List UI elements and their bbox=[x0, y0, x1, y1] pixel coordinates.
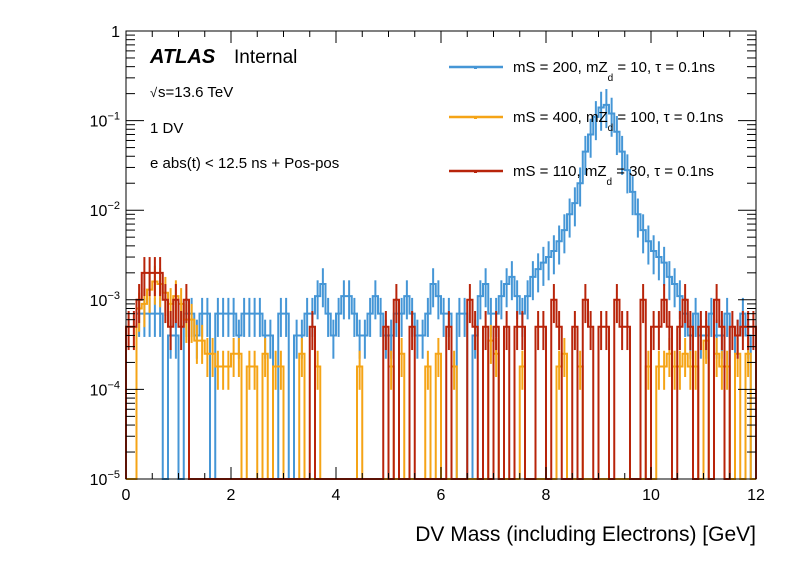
legend-entry: mS = 110, mZd = 30, τ = 0.1ns bbox=[449, 163, 714, 188]
atlas-label: ATLAS bbox=[149, 46, 216, 68]
y-tick-label: 10−1 bbox=[90, 111, 120, 131]
x-tick-label: 4 bbox=[332, 487, 341, 504]
energy-sqrt-symbol: √ bbox=[150, 85, 158, 100]
legend-marker bbox=[474, 171, 477, 173]
legend-entry: mS = 200, mZd = 10, τ = 0.1ns bbox=[449, 59, 715, 84]
x-tick-label: 8 bbox=[542, 487, 551, 504]
series-1 bbox=[126, 265, 756, 480]
energy-label: s=13.6 TeV bbox=[158, 84, 233, 101]
y-tick-label: 10−3 bbox=[90, 290, 120, 310]
y-tick-label: 10−4 bbox=[90, 379, 120, 399]
y-tick-label: 10−5 bbox=[90, 469, 120, 489]
legend-label: mS = 110, mZd = 30, τ = 0.1ns bbox=[513, 163, 714, 188]
axes: 0 2 4 6 8 10 12 10−5 10−4 10−3 10−2 10−1 1 bbox=[90, 24, 765, 504]
y-tick-label: 1 bbox=[111, 24, 120, 41]
region-label: 1 DV bbox=[150, 120, 183, 137]
legend-label: mS = 200, mZd = 10, τ = 0.1ns bbox=[513, 59, 715, 84]
x-tick-label: 10 bbox=[642, 487, 660, 504]
legend-marker bbox=[474, 67, 477, 69]
legend-label: mS = 400, mZd = 100, τ = 0.1ns bbox=[513, 109, 723, 134]
x-tick-label: 0 bbox=[122, 487, 131, 504]
legend: mS = 200, mZd = 10, τ = 0.1ns mS = 400, m… bbox=[449, 59, 723, 188]
histogram-series-layer bbox=[125, 89, 757, 480]
legend-marker bbox=[474, 117, 477, 119]
selection-label: e abs(t) < 12.5 ns + Pos-pos bbox=[150, 155, 339, 172]
x-tick-label: 6 bbox=[437, 487, 446, 504]
legend-entry: mS = 400, mZd = 100, τ = 0.1ns bbox=[449, 109, 723, 134]
x-tick-label: 12 bbox=[747, 487, 765, 504]
y-tick-label: 10−2 bbox=[90, 200, 120, 220]
atlas-status-label: Internal bbox=[234, 47, 297, 68]
x-tick-label: 2 bbox=[227, 487, 236, 504]
x-axis-label: DV Mass (including Electrons) [GeV] bbox=[415, 523, 756, 546]
